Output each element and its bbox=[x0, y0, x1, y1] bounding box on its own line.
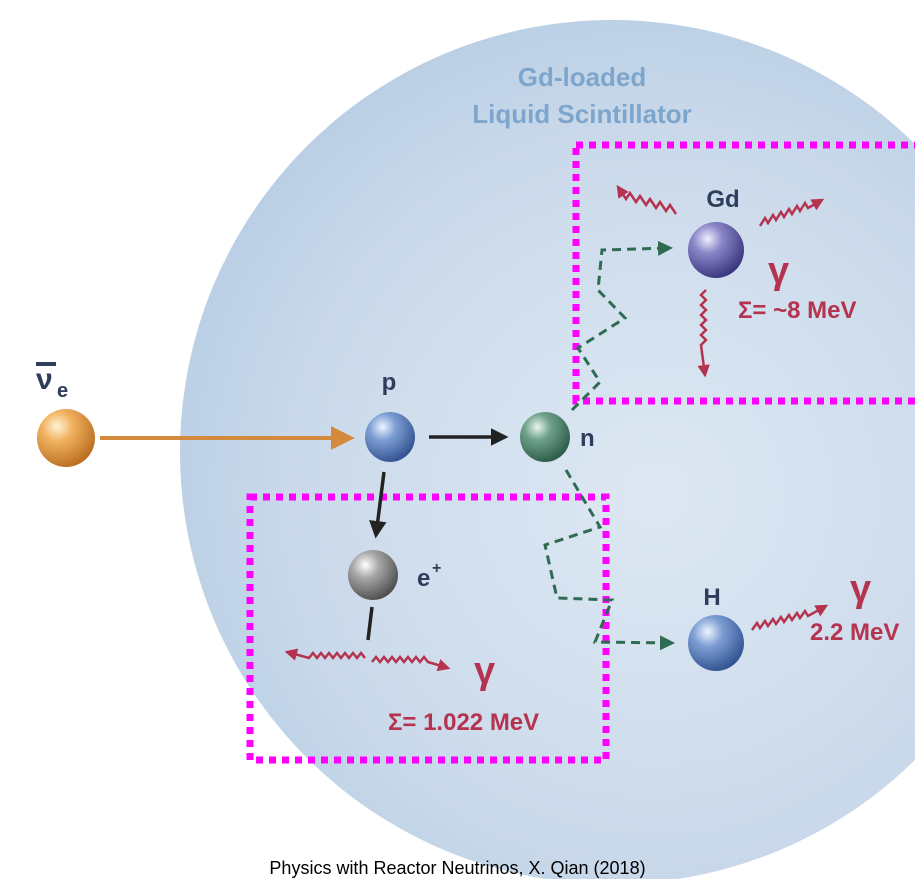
antineutrino-ball bbox=[37, 409, 95, 467]
annihilation-energy-sum: Σ= 1.022 MeV bbox=[388, 709, 539, 736]
h-energy: 2.2 MeV bbox=[810, 619, 899, 646]
annihilation-box bbox=[246, 493, 610, 764]
hydrogen-ball bbox=[688, 615, 744, 671]
gd-gamma-symbol: γ bbox=[768, 250, 789, 292]
proton-label: p bbox=[382, 369, 397, 396]
gd-gamma-right bbox=[758, 198, 825, 227]
annihilation-gamma-symbol: γ bbox=[474, 650, 495, 692]
h-gamma-right bbox=[750, 604, 829, 631]
h-gamma-symbol: γ bbox=[850, 568, 871, 610]
positron-ball bbox=[348, 550, 398, 600]
positron-label: e bbox=[417, 565, 430, 592]
gd-capture-box bbox=[572, 141, 915, 405]
neutron-ball bbox=[520, 412, 570, 462]
neutron-path-to-gd bbox=[570, 240, 673, 412]
gd-energy-sum: Σ= ~8 MeV bbox=[738, 297, 856, 324]
figure-caption: Physics with Reactor Neutrinos, X. Qian … bbox=[269, 858, 646, 878]
neutron-path-to-h bbox=[543, 469, 675, 651]
title-line1: Gd-loaded bbox=[518, 62, 647, 92]
title-line2: Liquid Scintillator bbox=[472, 99, 692, 129]
neutron-label: n bbox=[580, 425, 595, 452]
gadolinium-label: Gd bbox=[706, 186, 739, 213]
gd-gamma-up-left bbox=[616, 184, 678, 215]
antineutrino-label: ν bbox=[36, 363, 53, 396]
hydrogen-label: H bbox=[703, 584, 720, 611]
annihilation-gamma-left bbox=[284, 648, 366, 661]
positron-charge: + bbox=[432, 560, 441, 577]
proton-to-positron-arrow bbox=[369, 471, 387, 539]
gadolinium-ball bbox=[688, 222, 744, 278]
annihilation-gamma-right bbox=[371, 654, 451, 672]
gd-gamma-down bbox=[697, 289, 710, 378]
antineutrino-subscript: e bbox=[57, 380, 68, 402]
positron-track bbox=[366, 606, 374, 641]
proton-ball bbox=[365, 412, 415, 462]
